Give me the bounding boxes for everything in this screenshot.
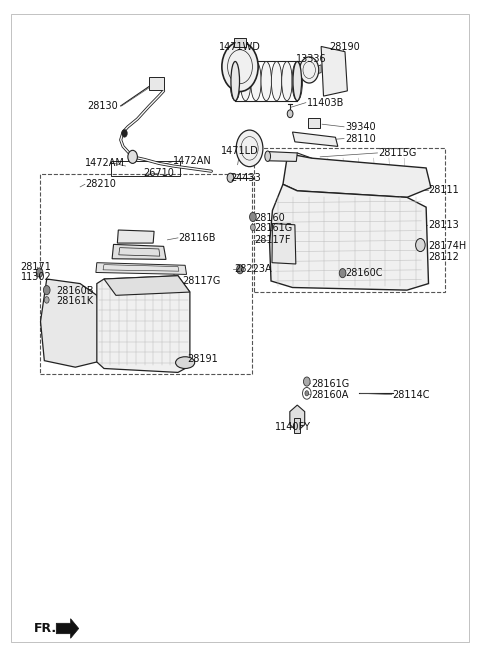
Polygon shape (292, 132, 338, 146)
Text: 28112: 28112 (429, 253, 459, 262)
Circle shape (305, 391, 309, 396)
Polygon shape (283, 154, 431, 197)
Text: 28130: 28130 (87, 101, 118, 111)
Text: 39340: 39340 (345, 122, 376, 132)
Ellipse shape (271, 62, 282, 100)
Text: 28161G: 28161G (254, 223, 293, 233)
Circle shape (339, 268, 346, 277)
Bar (294, 418, 300, 432)
Polygon shape (96, 262, 187, 274)
Ellipse shape (251, 62, 261, 100)
Text: 11403B: 11403B (307, 98, 344, 108)
Text: 28161G: 28161G (312, 379, 350, 388)
Circle shape (287, 110, 293, 117)
Circle shape (250, 213, 256, 222)
Ellipse shape (240, 62, 251, 100)
Text: 1140FY: 1140FY (275, 422, 311, 432)
Ellipse shape (293, 62, 301, 100)
Polygon shape (321, 47, 348, 96)
Bar (308, 117, 320, 128)
Polygon shape (270, 184, 429, 290)
Text: 24433: 24433 (230, 173, 261, 183)
Circle shape (227, 173, 234, 182)
Text: 28171: 28171 (21, 262, 51, 272)
Text: 13336: 13336 (296, 54, 327, 64)
Polygon shape (56, 619, 79, 638)
Bar (39, 174, 252, 374)
Text: 28174H: 28174H (429, 241, 467, 251)
Polygon shape (272, 224, 296, 264)
Text: 28110: 28110 (345, 134, 376, 144)
Text: 28113: 28113 (429, 220, 459, 230)
Text: 28114C: 28114C (393, 390, 430, 400)
Text: 28115G: 28115G (378, 148, 417, 158)
Circle shape (121, 129, 127, 137)
Circle shape (416, 239, 425, 251)
Circle shape (43, 285, 50, 295)
Ellipse shape (231, 62, 240, 100)
Polygon shape (112, 245, 166, 259)
Text: 28161K: 28161K (56, 297, 94, 306)
Polygon shape (290, 405, 305, 431)
Polygon shape (104, 276, 190, 295)
Text: FR.: FR. (34, 622, 57, 635)
Text: 28111: 28111 (429, 184, 459, 195)
Text: 1471WD: 1471WD (219, 42, 261, 52)
Text: 28223A: 28223A (234, 264, 272, 274)
Ellipse shape (265, 151, 271, 161)
Text: 28117F: 28117F (254, 235, 291, 245)
Text: 11302: 11302 (21, 272, 51, 282)
Bar (254, 148, 445, 292)
Circle shape (128, 150, 137, 163)
Bar (234, 38, 246, 47)
Ellipse shape (230, 62, 240, 100)
Text: 28210: 28210 (85, 179, 116, 190)
Text: 28160: 28160 (254, 213, 285, 222)
Text: 26710: 26710 (144, 168, 174, 178)
Polygon shape (40, 279, 107, 367)
Text: 28160A: 28160A (312, 390, 349, 400)
Circle shape (300, 57, 319, 83)
Circle shape (237, 264, 243, 274)
Text: 28191: 28191 (188, 354, 218, 363)
Circle shape (236, 130, 263, 167)
Ellipse shape (176, 357, 195, 369)
Circle shape (222, 42, 258, 92)
Ellipse shape (282, 62, 292, 100)
Polygon shape (117, 230, 154, 243)
Ellipse shape (261, 62, 272, 100)
Circle shape (303, 377, 310, 386)
Polygon shape (314, 65, 321, 75)
Text: 28160B: 28160B (56, 287, 94, 297)
Ellipse shape (292, 62, 302, 100)
Circle shape (44, 297, 49, 303)
Text: 28190: 28190 (330, 42, 360, 52)
Polygon shape (268, 152, 297, 161)
Text: 28160C: 28160C (345, 268, 383, 278)
Text: 28116B: 28116B (178, 233, 216, 243)
Text: 1472AM: 1472AM (85, 157, 125, 168)
Text: 28117G: 28117G (183, 276, 221, 286)
Circle shape (36, 268, 43, 277)
Text: 1471LD: 1471LD (221, 146, 259, 156)
Bar (149, 77, 164, 90)
Text: 1472AN: 1472AN (173, 156, 212, 167)
Circle shape (251, 224, 255, 231)
Bar (111, 161, 180, 176)
Polygon shape (97, 276, 190, 373)
